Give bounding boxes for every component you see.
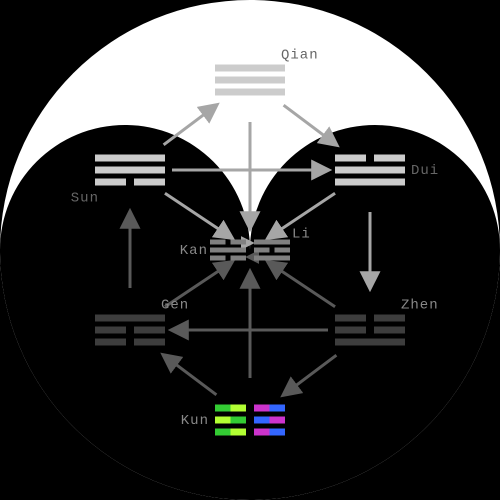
trigram-label-dui: Dui [411, 163, 439, 179]
trigram-label-kan: Kan [180, 243, 208, 259]
trigram-label-li: Li [292, 227, 311, 243]
trigram-kan: Kan [180, 240, 246, 261]
trigram-label-sun: Sun [71, 191, 99, 207]
trigram-label-kun: Kun [181, 413, 209, 429]
bagua-diagram: Qian Dui Zhen Kun Gen Sun Kan Li [0, 0, 500, 500]
trigram-label-zhen: Zhen [401, 298, 439, 314]
trigram-label-gen: Gen [161, 298, 189, 314]
trigram-label-qian: Qian [281, 48, 319, 64]
